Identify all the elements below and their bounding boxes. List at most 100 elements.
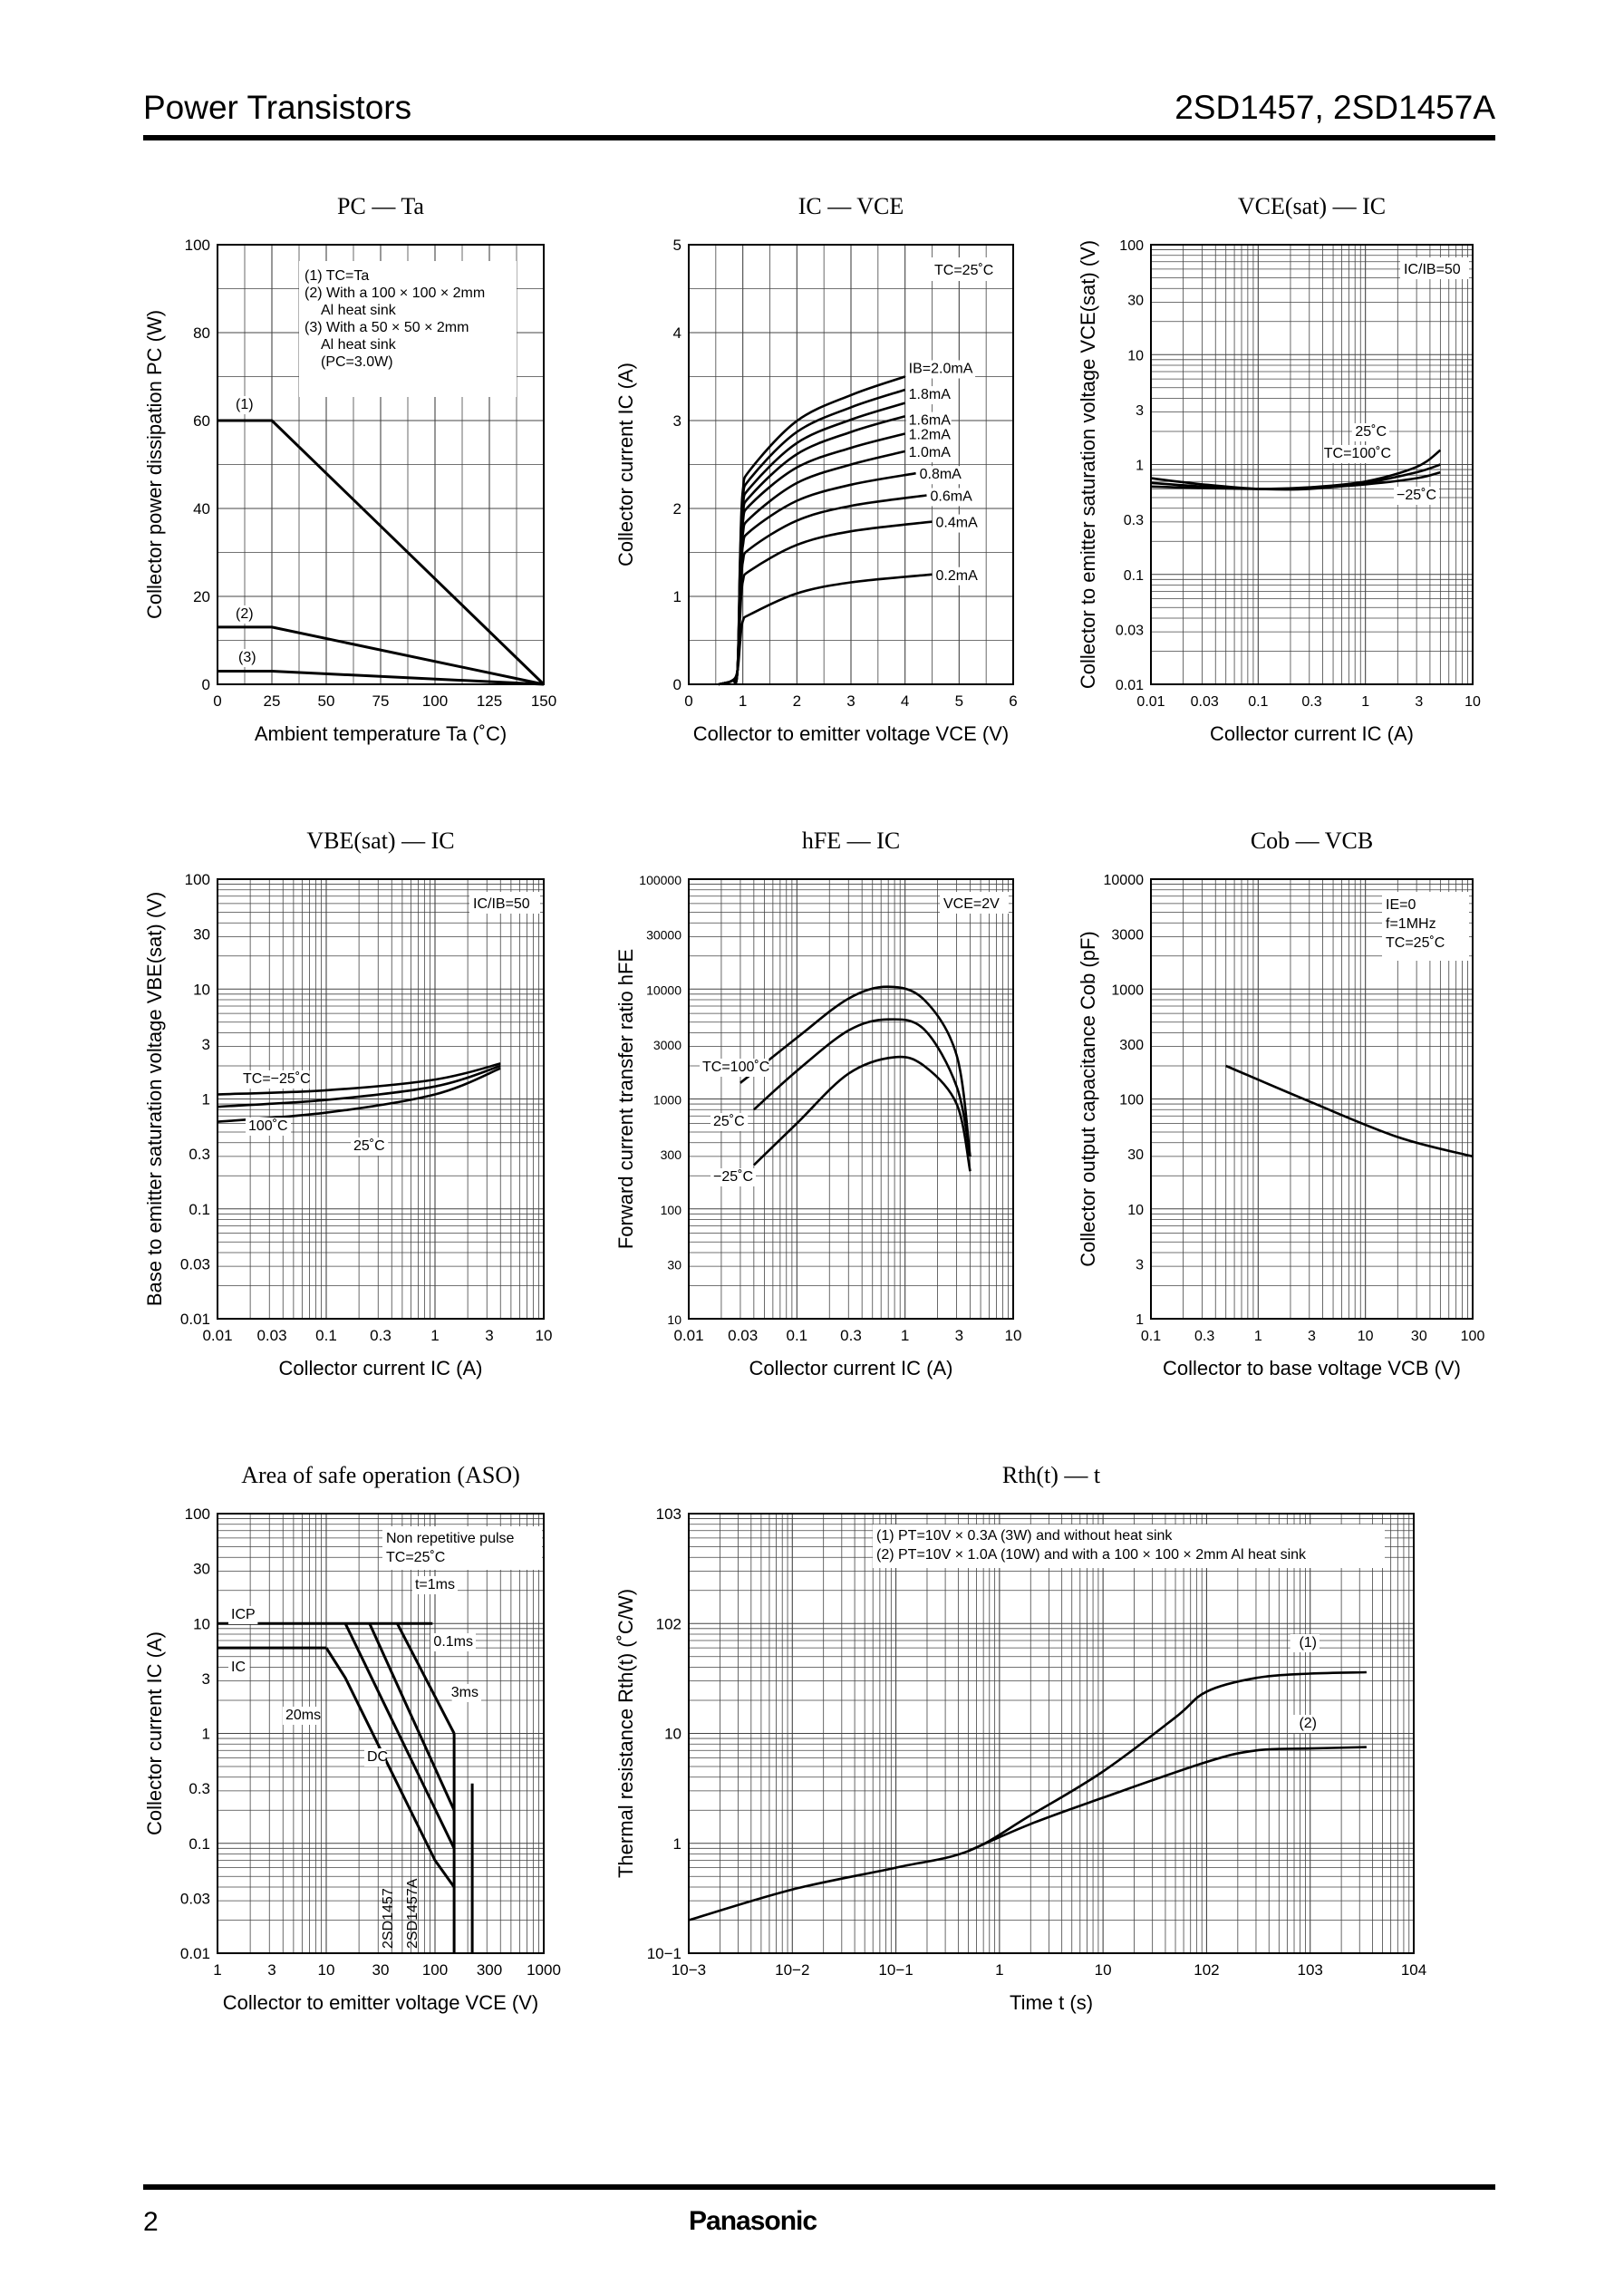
x-tick-label: 3 <box>267 1961 276 1979</box>
y-tick-label: 4 <box>673 324 682 342</box>
series-label-25c-bg <box>351 1137 389 1156</box>
label-20ms: 20ms <box>285 1708 321 1723</box>
chart-title: Cob — VCB <box>1251 828 1373 854</box>
x-axis-label: Collector to base voltage VCB (V) <box>1163 1357 1461 1379</box>
x-tick-label: 0.01 <box>202 1327 232 1344</box>
y-tick-label: 10 <box>1127 1203 1144 1218</box>
x-axis-label: Ambient temperature Ta (˚C) <box>255 722 507 745</box>
chart-vbesat-ic: 0.01 0.03 0.1 0.3 1 3 10 0.01 0.03 0.1 0.3 1 3 10 30 10… <box>143 828 553 1379</box>
annotation-bg <box>929 257 1009 281</box>
annotation-bg <box>469 892 540 914</box>
brand-logo: Panasonic <box>689 2206 817 2236</box>
y-tick-label: 0.1 <box>188 1835 210 1853</box>
y-tick-label: 30 <box>1127 1147 1144 1163</box>
x-tick-label: 10−1 <box>878 1961 913 1979</box>
x-tick-label: 30 <box>1411 1329 1427 1344</box>
x-tick-label: 10 <box>318 1961 335 1979</box>
legend-text: (3) With a 50 × 50 × 2mm <box>304 320 469 335</box>
x-tick-label: 0.03 <box>728 1327 758 1344</box>
x-tick-label: 150 <box>531 692 556 710</box>
y-tick-label: 3 <box>202 1036 210 1053</box>
series-label-ib: IB=2.0mA <box>909 362 973 377</box>
series-line-ib <box>718 450 906 686</box>
x-tick-label: 1 <box>995 1961 1003 1979</box>
x-axis-label: Collector current IC (A) <box>279 1357 483 1379</box>
y-tick-label: 20 <box>193 588 210 605</box>
x-tick-label: 0.03 <box>1191 694 1219 710</box>
series-label-1-bg <box>233 396 263 414</box>
y-tick-label: 102 <box>656 1615 682 1632</box>
chart-title: Area of safe operation (ASO) <box>241 1462 520 1488</box>
series-line-ib <box>718 494 927 686</box>
x-tick-label: 30 <box>372 1961 390 1979</box>
y-tick-label: 10−1 <box>647 1945 682 1962</box>
label-t1ms-bg <box>412 1576 458 1594</box>
series-line-3 <box>218 670 545 686</box>
y-tick-label: 0.03 <box>180 1890 210 1907</box>
y-tick-label: 30 <box>193 926 210 944</box>
x-axis-label: Collector current IC (A) <box>1210 722 1414 745</box>
x-tick-label: 0.3 <box>1301 694 1321 710</box>
series-label-m25c-bg <box>1394 487 1439 505</box>
x-tick-label: 50 <box>318 692 335 710</box>
y-tick-label: 10 <box>1127 348 1144 363</box>
plot-frame <box>217 1513 545 1954</box>
x-tick-label: 125 <box>477 692 502 710</box>
x-tick-label: 10−3 <box>672 1961 706 1979</box>
series-label-2: (2) <box>1299 1716 1317 1731</box>
x-tick-label: 10 <box>1464 694 1481 710</box>
chart-title: VBE(sat) — IC <box>306 828 454 854</box>
x-tick-label: 10 <box>536 1327 553 1344</box>
x-tick-label: 0.1 <box>1141 1329 1161 1344</box>
series-label-ib-bg <box>905 443 952 462</box>
series-line-aso <box>324 1647 456 1888</box>
y-tick-label: 0.01 <box>1116 678 1144 693</box>
annotation-text: IE=0 <box>1386 897 1416 913</box>
legend-text: Al heat sink <box>321 337 397 353</box>
x-tick-label: 3 <box>1415 694 1423 710</box>
label-dc: DC <box>367 1749 388 1765</box>
y-tick-label: 100 <box>185 1505 210 1523</box>
series-line-temp <box>752 1055 972 1172</box>
chart-title: Rth(t) — t <box>1002 1462 1101 1488</box>
x-tick-label: 0.3 <box>840 1327 862 1344</box>
y-tick-label: 10 <box>193 1615 210 1632</box>
annotation-text: TC=25˚C <box>934 263 993 278</box>
x-axis-label: Collector to emitter voltage VCE (V) <box>693 722 1009 745</box>
series-label-25c: 25˚C <box>1355 424 1387 440</box>
legend-text: (2) With a 100 × 100 × 2mm <box>304 286 485 301</box>
y-tick-label: 1 <box>1136 1312 1144 1328</box>
y-tick-label: 3 <box>202 1670 210 1688</box>
plot-frame <box>688 878 1014 1320</box>
y-tick-label: 100000 <box>639 873 682 887</box>
series-label-25c-bg <box>710 1113 749 1131</box>
y-tick-label: 40 <box>193 500 210 518</box>
annotation-text: VCE=2V <box>943 896 1000 912</box>
series-label-100c-bg <box>1324 445 1394 463</box>
series-line-ib <box>718 573 933 686</box>
series-label-100c: TC=100˚C <box>1324 446 1391 461</box>
series-label-ib-bg <box>916 466 962 485</box>
x-tick-label: 3 <box>846 692 855 710</box>
plot-frame <box>688 244 1014 685</box>
series-label-ib: 1.0mA <box>909 445 952 460</box>
y-tick-label: 3000 <box>1111 928 1144 944</box>
series-label-100c-bg <box>700 1059 769 1077</box>
annotation-bg <box>940 892 1009 914</box>
chart-title: IC — VCE <box>798 193 904 219</box>
plot-frame <box>217 878 545 1320</box>
series-label-m25c: TC=−25˚C <box>243 1071 311 1087</box>
x-tick-label: 3 <box>1308 1329 1316 1344</box>
x-tick-label: 5 <box>955 692 963 710</box>
footer-rule <box>143 2184 1495 2190</box>
series-label-100c: TC=100˚C <box>702 1060 769 1075</box>
x-tick-label: 1 <box>901 1327 909 1344</box>
x-tick-label: 0.1 <box>315 1327 337 1344</box>
chart-ic-vce: 0 1 2 3 4 5 6 0 1 2 3 4 5 IC — VCE Collector to emitte… <box>614 193 1018 745</box>
series-label-ib: 1.2mA <box>909 428 952 443</box>
series-label-ib-bg <box>927 488 973 507</box>
series-label-3: (3) <box>238 650 256 665</box>
label-01ms: 0.1ms <box>433 1634 473 1650</box>
series-label-25c: 25˚C <box>353 1138 385 1154</box>
y-tick-label: 100 <box>1119 238 1144 254</box>
